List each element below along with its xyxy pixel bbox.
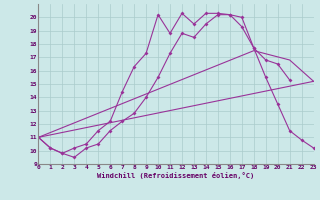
X-axis label: Windchill (Refroidissement éolien,°C): Windchill (Refroidissement éolien,°C) (97, 172, 255, 179)
